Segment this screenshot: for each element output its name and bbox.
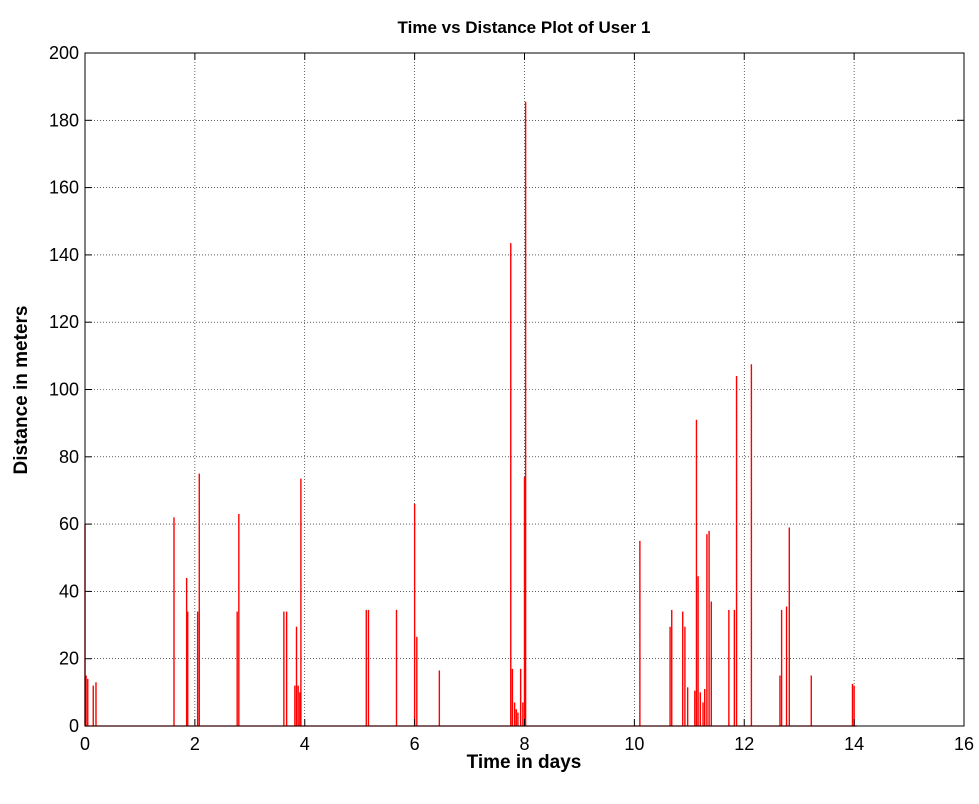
y-tick-label: 160 [49,178,79,198]
chart-title: Time vs Distance Plot of User 1 [398,18,651,37]
x-tick-label: 6 [410,734,420,754]
y-tick-label: 140 [49,245,79,265]
y-tick-label: 0 [69,716,79,736]
y-tick-label: 80 [59,447,79,467]
x-tick-labels: 0 2 4 6 8 10 12 14 16 [80,734,974,754]
y-tick-label: 20 [59,649,79,669]
x-tick-label: 14 [844,734,864,754]
x-tick-label: 8 [519,734,529,754]
plot-area [84,52,965,727]
x-tick-label: 0 [80,734,90,754]
grid-lines [85,53,964,726]
y-tick-label: 180 [49,110,79,130]
x-tick-label: 4 [300,734,310,754]
tick-marks [84,52,965,727]
x-tick-label: 16 [954,734,974,754]
y-tick-label: 120 [49,312,79,332]
x-axis-label: Time in days [467,752,582,773]
y-tick-labels: 0 20 40 60 80 100 120 140 160 180 200 [49,43,79,736]
y-tick-label: 200 [49,43,79,63]
y-axis-label: Distance in meters [11,306,32,475]
y-tick-label: 40 [59,581,79,601]
x-tick-label: 2 [190,734,200,754]
x-tick-label: 12 [734,734,754,754]
y-tick-label: 100 [49,380,79,400]
x-tick-label: 10 [624,734,644,754]
y-tick-label: 60 [59,514,79,534]
